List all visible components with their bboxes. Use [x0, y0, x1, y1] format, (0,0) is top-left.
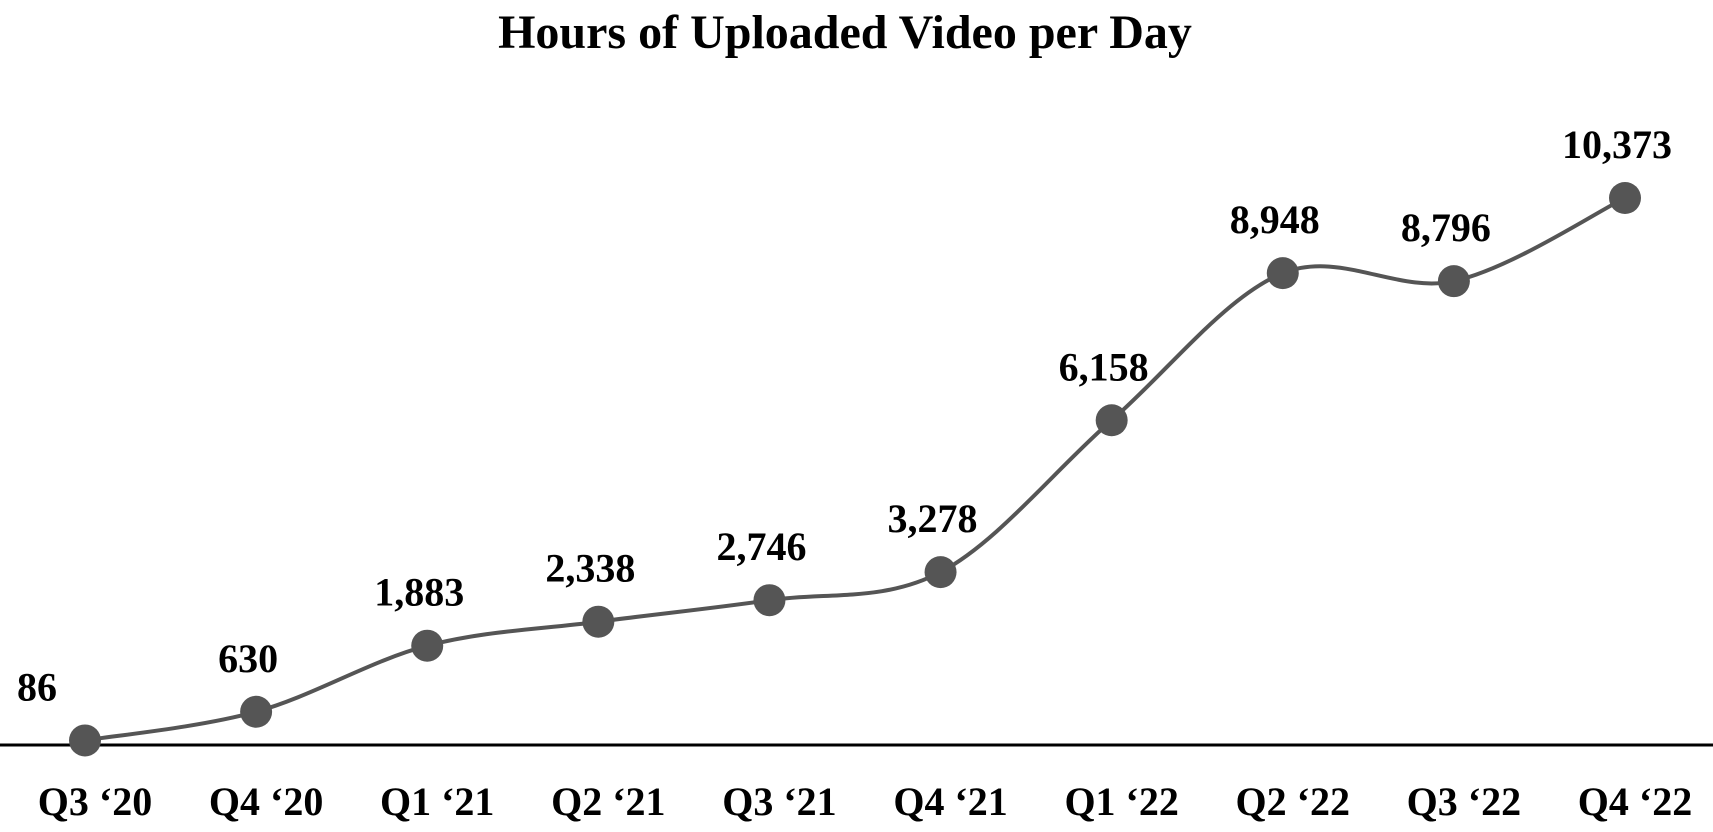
data-label: 1,883: [374, 570, 464, 615]
data-label: 10,373: [1562, 122, 1672, 167]
data-label: 2,746: [716, 524, 806, 569]
x-tick-label: Q4 ‘21: [893, 779, 1007, 824]
x-tick-label: Q3 ‘20: [38, 779, 152, 824]
chart-title: Hours of Uploaded Video per Day: [498, 6, 1192, 59]
data-label: 630: [218, 636, 278, 681]
x-tick-label: Q1 ‘22: [1064, 779, 1178, 824]
x-tick-label: Q2 ‘22: [1236, 779, 1350, 824]
data-label: 6,158: [1059, 344, 1149, 389]
data-label: 3,278: [888, 496, 978, 541]
data-label: 8,948: [1230, 197, 1320, 242]
marker: [411, 629, 444, 662]
x-tick-label: Q2 ‘21: [551, 779, 665, 824]
marker: [1609, 182, 1641, 214]
line: [84, 196, 1626, 743]
marker: [753, 584, 786, 617]
data-label: 8,796: [1401, 205, 1491, 250]
marker: [1266, 257, 1299, 290]
marker: [240, 695, 273, 728]
marker: [924, 556, 957, 589]
x-tick-label: Q3 ‘22: [1407, 779, 1521, 824]
marker: [1437, 265, 1470, 298]
data-label: 86: [17, 664, 57, 709]
x-tick-label: Q1 ‘21: [380, 779, 494, 824]
x-tick-label: Q3 ‘21: [722, 779, 836, 824]
x-tick-label: Q4 ‘20: [209, 779, 323, 824]
marker: [69, 724, 101, 757]
marker: [1095, 404, 1128, 437]
marker: [582, 605, 615, 638]
data-label: 2,338: [545, 546, 635, 591]
x-tick-label: Q4 ‘22: [1578, 779, 1692, 824]
